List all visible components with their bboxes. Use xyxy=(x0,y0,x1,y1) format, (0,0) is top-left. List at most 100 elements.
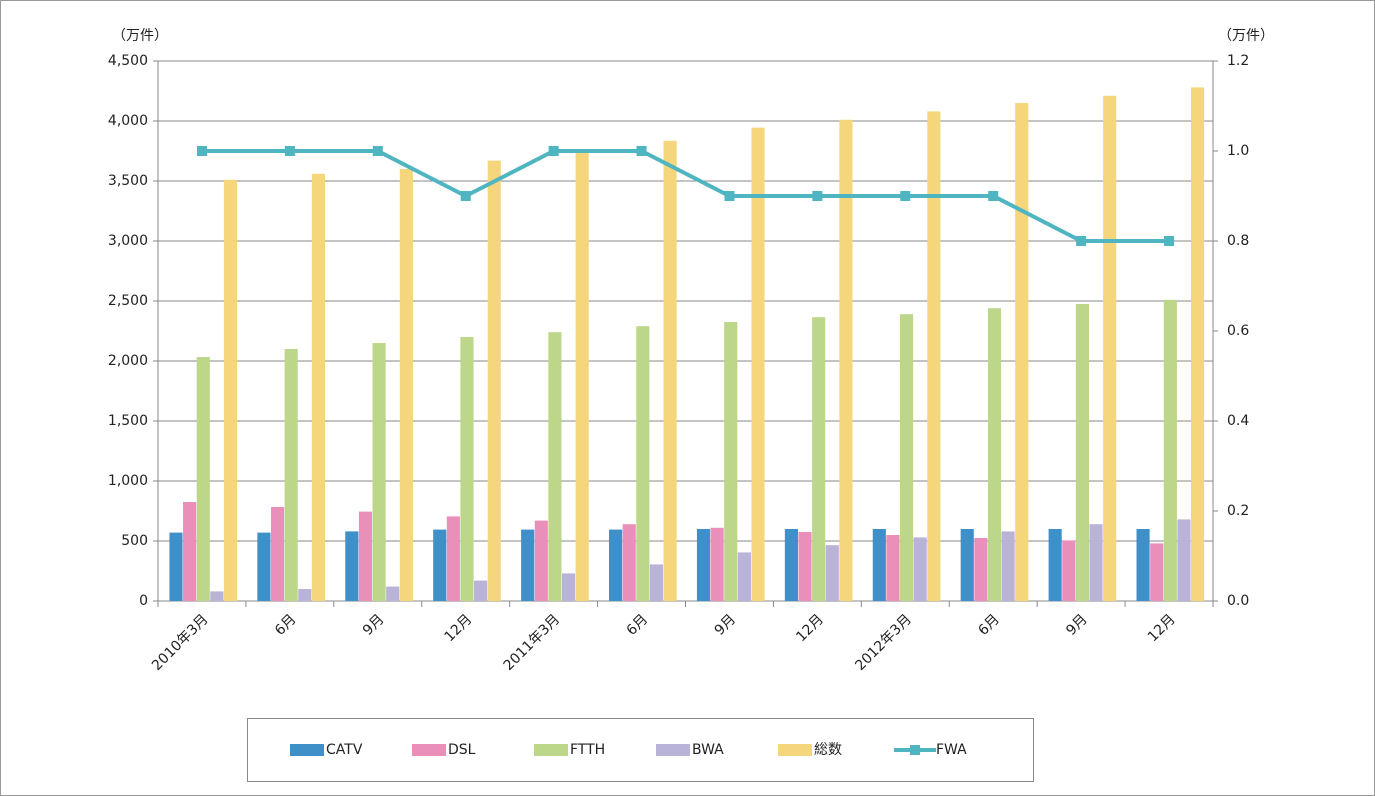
bar xyxy=(521,529,535,601)
bar xyxy=(561,573,576,601)
bar xyxy=(1089,524,1103,601)
y2-tick-label: 0.0 xyxy=(1227,593,1249,609)
bar xyxy=(927,111,941,602)
legend-label: FTTH xyxy=(570,742,605,758)
bar xyxy=(974,538,988,601)
y2-tick-label: 0.2 xyxy=(1227,503,1249,519)
bar xyxy=(446,516,460,601)
y2-tick-label: 0.8 xyxy=(1227,233,1249,249)
y-tick-label: 2,500 xyxy=(108,293,148,309)
bar xyxy=(839,119,853,602)
bar xyxy=(696,529,711,601)
legend-label: 総数 xyxy=(814,742,842,758)
y-tick-label: 3,000 xyxy=(108,233,148,249)
marker xyxy=(900,191,911,201)
bar xyxy=(1075,304,1089,601)
bar xyxy=(1015,103,1029,601)
bar xyxy=(724,322,738,601)
legend-label: FWA xyxy=(936,742,967,758)
line xyxy=(201,149,1170,243)
bar xyxy=(433,529,447,601)
y-tick-label: 3,500 xyxy=(108,173,148,189)
legend-label: CATV xyxy=(326,742,363,758)
bar xyxy=(399,169,413,601)
bar xyxy=(474,580,488,601)
bar xyxy=(737,552,751,601)
y-tick-label: 4,000 xyxy=(108,113,148,129)
y-tick-label: 500 xyxy=(121,533,148,549)
legend-swatch xyxy=(534,744,568,756)
marker xyxy=(548,146,559,156)
bar xyxy=(1136,529,1150,601)
y2-tick-label: 0.4 xyxy=(1227,413,1249,429)
legend-swatch xyxy=(778,744,812,756)
bar xyxy=(913,537,927,601)
bar xyxy=(636,326,650,601)
y-tick-label: 0 xyxy=(139,593,148,609)
bar xyxy=(210,591,224,601)
bar xyxy=(1191,87,1205,601)
bar xyxy=(886,535,900,601)
bar xyxy=(358,511,373,601)
marker xyxy=(636,146,647,156)
bar xyxy=(812,317,826,601)
bar xyxy=(825,545,839,601)
marker xyxy=(1164,236,1175,246)
legend-label: BWA xyxy=(692,742,724,758)
y-tick-label: 4,500 xyxy=(108,53,148,69)
y2-tick-label: 0.6 xyxy=(1227,323,1249,339)
legend-swatch xyxy=(290,744,324,756)
y2-tick-label: 1.2 xyxy=(1227,53,1249,69)
marker xyxy=(724,191,735,201)
bar xyxy=(534,520,548,601)
marker xyxy=(812,191,823,201)
bar xyxy=(548,332,562,601)
bar xyxy=(1163,299,1177,601)
bar xyxy=(663,140,677,602)
bar xyxy=(169,532,183,601)
legend-marker xyxy=(910,745,920,755)
y-tick-label: 1,500 xyxy=(108,413,148,429)
marker xyxy=(1076,236,1087,246)
bar xyxy=(1103,95,1117,602)
bar xyxy=(751,127,765,601)
bar xyxy=(710,527,724,601)
bar xyxy=(183,502,197,601)
bar xyxy=(798,532,812,601)
bar xyxy=(270,507,285,601)
legend-label: DSL xyxy=(448,742,476,758)
bar xyxy=(257,532,271,601)
y-tick-label: 1,000 xyxy=(108,473,148,489)
bar xyxy=(1001,531,1015,601)
legend-swatch xyxy=(412,744,446,756)
marker xyxy=(372,146,383,156)
marker xyxy=(988,191,999,201)
bar xyxy=(311,173,325,602)
marker xyxy=(196,146,207,156)
bar xyxy=(900,314,914,601)
legend-swatch xyxy=(656,744,690,756)
bar xyxy=(487,160,501,601)
bar xyxy=(386,586,400,601)
bar xyxy=(345,531,359,601)
bar xyxy=(622,524,636,601)
y-axis-label: （万件） xyxy=(112,28,168,44)
y-tick-label: 2,000 xyxy=(108,353,148,369)
bar xyxy=(649,564,664,601)
bar xyxy=(1150,543,1164,601)
bar xyxy=(372,343,386,601)
bar xyxy=(1062,540,1076,601)
bar xyxy=(460,337,474,601)
bar xyxy=(987,308,1002,601)
bar xyxy=(223,179,238,602)
bar xyxy=(872,529,886,601)
bar xyxy=(784,529,798,601)
y2-tick-label: 1.0 xyxy=(1227,143,1249,159)
bar xyxy=(1048,529,1062,601)
bar xyxy=(1177,519,1191,601)
bar xyxy=(960,529,974,601)
bar xyxy=(196,357,210,601)
bar xyxy=(575,151,589,601)
marker xyxy=(284,146,295,156)
